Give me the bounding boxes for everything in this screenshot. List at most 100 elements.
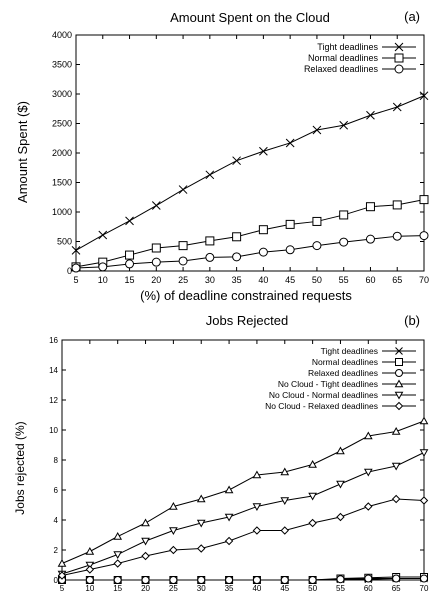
chart-a-x-tick-label: 15	[125, 275, 135, 285]
chart-b-x-tick-label: 40	[252, 584, 261, 593]
chart-b-data-point	[113, 559, 122, 568]
chart-b-data-point	[169, 576, 178, 584]
chart-b-series-line	[61, 498, 425, 576]
chart-b-data-point	[196, 519, 206, 528]
chart-b-x-tick-label: 25	[169, 584, 178, 593]
chart-b-x-tick-label: 70	[420, 584, 429, 593]
chart-b-series-5	[57, 449, 429, 579]
chart-a-data-point	[178, 185, 188, 194]
chart-b-series-line	[61, 452, 425, 575]
chart-b-ylabel: Jobs rejected (%)	[13, 421, 27, 514]
chart-b-y-tick-label: 6	[54, 486, 59, 495]
chart-a-data-point	[366, 110, 375, 120]
chart-a-data-point	[205, 170, 215, 180]
chart-a-x-tick-label: 35	[232, 275, 242, 285]
chart-a-series-3	[71, 231, 429, 273]
chart-b-data-point	[336, 512, 345, 522]
chart-a-data-point	[285, 219, 295, 229]
chart-a-data-point	[339, 210, 349, 220]
chart-b-x-tick-label: 15	[113, 584, 122, 593]
chart-a-y-tick-label: 3000	[52, 89, 72, 99]
chart-a-ylabel: Amount Spent ($)	[15, 101, 30, 203]
chart-a-x-tick-label: 55	[339, 275, 349, 285]
chart-a-data-point	[258, 247, 268, 257]
chart-b-data-point	[113, 531, 123, 540]
chart-b-x-tick-label: 30	[197, 584, 206, 593]
chart-b-legend-label: No Cloud - Tight deadlines	[278, 379, 378, 389]
chart-a-data-point	[285, 138, 295, 148]
chart-b-legend-marker	[394, 379, 404, 388]
chart-b-data-point	[169, 545, 178, 555]
chart-a-data-point	[151, 243, 161, 253]
chart-b-data-point	[196, 494, 206, 503]
chart-b-panel-label: (b)	[404, 313, 420, 328]
chart-a-x-tick-label: 65	[392, 275, 402, 285]
chart-b-data-point	[85, 576, 94, 584]
chart-a-y-tick-label: 1000	[52, 207, 72, 217]
chart-a-data-point	[205, 252, 215, 262]
chart-b-y-tick-label: 12	[49, 396, 58, 405]
chart-a-y-tick-label: 0	[67, 266, 72, 276]
chart-a-data-point	[205, 236, 215, 246]
chart-b-data-point	[336, 575, 345, 584]
chart-a-data-point	[339, 120, 349, 130]
chart-b-data-point	[392, 574, 401, 583]
chart-b-data-point	[364, 502, 373, 511]
chart-a-data-point	[312, 241, 322, 251]
chart-b-x-tick-label: 20	[141, 584, 150, 593]
chart-b-x-tick-label: 55	[336, 584, 345, 593]
chart-b-series-6	[57, 494, 429, 580]
chart-a-data-point	[125, 259, 135, 269]
chart-b-legend-marker	[395, 347, 403, 355]
chart-b-series-line	[62, 578, 424, 581]
chart-a-y-tick-label: 2500	[52, 119, 72, 129]
chart-b-data-point	[391, 426, 401, 435]
chart-a-x-tick-label: 5	[73, 275, 78, 285]
chart-a-data-point	[392, 200, 402, 210]
chart-b-y-tick-label: 4	[54, 516, 59, 525]
chart-b-plot: 5 10 15 20 25 30 35 40 45 50 55 60 65 70 0 2 4 6 8 10 12 14 16…	[49, 336, 429, 593]
chart-a-data-point	[98, 230, 108, 240]
chart-b-data-point	[280, 526, 289, 535]
chart-a-x-tick-label: 60	[365, 275, 375, 285]
chart-b-data-point	[113, 551, 123, 560]
chart-b-data-point	[280, 497, 290, 506]
chart-b-x-tick-label: 50	[308, 584, 317, 593]
chart-a-x-tick-label: 40	[258, 275, 268, 285]
chart-a-data-point	[285, 245, 295, 255]
chart-a-title: Amount Spent on the Cloud	[170, 10, 330, 25]
chart-b-data-point	[391, 494, 401, 504]
chart-a-data-point	[232, 156, 241, 166]
chart-b-series-line	[61, 420, 425, 564]
chart-b-data-point	[420, 574, 428, 583]
chart-a-data-point	[392, 231, 402, 241]
chart-b-data-point	[364, 574, 373, 583]
chart-a-data-point	[392, 102, 402, 112]
chart-a-data-point	[312, 216, 322, 226]
chart-a-data-point	[312, 125, 322, 135]
chart-b-data-point	[336, 446, 345, 455]
chart-a-data-point	[178, 256, 188, 266]
chart-a-data-point	[365, 202, 375, 212]
chart-a-legend-label: Tight deadlines	[317, 42, 378, 52]
chart-b-data-point	[419, 416, 429, 425]
chart-b-legend-label: Tight deadlines	[321, 346, 378, 356]
chart-b-data-point	[224, 485, 234, 494]
chart-b-data-point	[224, 536, 234, 546]
chart-a-series-1	[71, 91, 429, 255]
chart-b-data-point	[113, 576, 122, 584]
chart-a-data-point	[98, 262, 108, 272]
chart-b-data-point	[419, 449, 429, 458]
chart-a-data-point	[419, 195, 429, 205]
chart-b-legend-marker	[395, 369, 403, 377]
chart-b-data-point	[225, 576, 234, 584]
chart-b-data-point	[419, 496, 429, 505]
chart-b-data-point	[391, 462, 401, 471]
chart-a-data-point	[419, 231, 429, 241]
chart-a-y-tick-label: 500	[57, 237, 72, 247]
chart-b-data-point	[252, 526, 262, 535]
chart-b-y-tick-label: 0	[54, 576, 59, 585]
chart-b-data-point	[197, 544, 206, 553]
chart-a-y-tick-label: 4000	[52, 30, 72, 40]
